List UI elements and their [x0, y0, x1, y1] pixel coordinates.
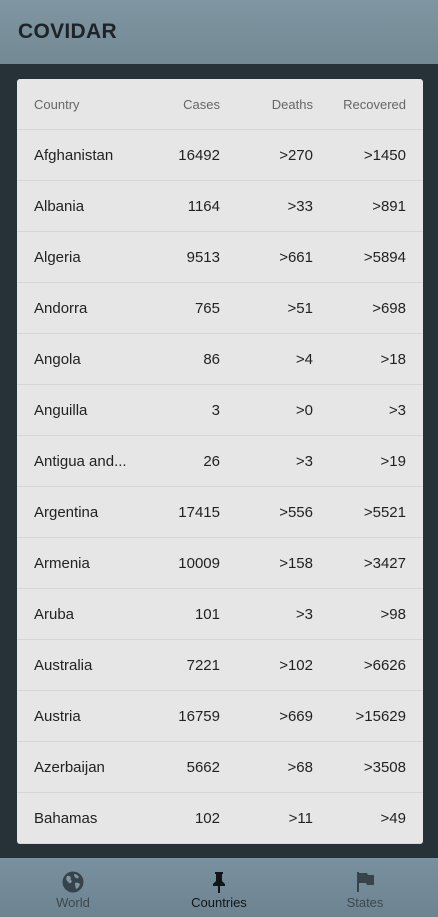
- nav-states-label: States: [346, 895, 384, 910]
- recovered-cell: >698: [372, 300, 406, 317]
- pin-icon: [213, 872, 225, 893]
- cases-cell: 9513: [186, 249, 220, 266]
- table-row[interactable]: Afghanistan 16492 >270 >1450: [17, 130, 423, 181]
- flag-icon: [357, 872, 374, 892]
- countries-table: Country Cases Deaths Recovered Afghanist…: [17, 79, 423, 844]
- recovered-cell: >5521: [363, 504, 406, 521]
- recovered-cell: >5894: [363, 249, 406, 266]
- deaths-cell: >669: [279, 708, 313, 725]
- deaths-cell: >0: [295, 402, 313, 419]
- recovered-cell: >3508: [363, 759, 406, 776]
- nav-states[interactable]: States: [292, 858, 438, 917]
- header-country[interactable]: Country: [34, 97, 80, 112]
- table-row[interactable]: Argentina 17415 >556 >5521: [17, 487, 423, 538]
- table-row[interactable]: Austria 16759 >669 >15629: [17, 691, 423, 742]
- table-row[interactable]: Bahamas 102 >11 >49: [17, 793, 423, 844]
- table-row[interactable]: Anguilla 3 >0 >3: [17, 385, 423, 436]
- header-cases[interactable]: Cases: [183, 97, 220, 112]
- cases-cell: 10009: [178, 555, 220, 572]
- deaths-cell: >51: [287, 300, 313, 317]
- header-recovered[interactable]: Recovered: [343, 97, 406, 112]
- recovered-cell: >3427: [363, 555, 406, 572]
- country-cell: Aruba: [34, 606, 75, 623]
- cases-cell: 7221: [186, 657, 220, 674]
- recovered-cell: >1450: [363, 147, 406, 164]
- cases-cell: 1164: [187, 198, 220, 215]
- recovered-cell: >15629: [355, 708, 406, 725]
- recovered-cell: >98: [380, 606, 406, 623]
- country-cell: Algeria: [34, 249, 81, 266]
- table-row[interactable]: Algeria 9513 >661 >5894: [17, 232, 423, 283]
- bottom-navigation: World Countries States: [0, 858, 438, 917]
- country-cell: Austria: [34, 708, 81, 725]
- cases-cell: 16492: [178, 147, 220, 164]
- country-cell: Afghanistan: [34, 147, 114, 164]
- country-cell: Bahamas: [34, 810, 98, 827]
- table-row[interactable]: Aruba 101 >3 >98: [17, 589, 423, 640]
- recovered-cell: >3: [388, 402, 406, 419]
- recovered-cell: >18: [380, 351, 406, 368]
- table-row[interactable]: Angola 86 >4 >18: [17, 334, 423, 385]
- table-row[interactable]: Australia 7221 >102 >6626: [17, 640, 423, 691]
- cases-cell: 17415: [178, 504, 220, 521]
- deaths-cell: >102: [279, 657, 313, 674]
- app-bar: COVIDAR: [0, 0, 438, 64]
- cases-cell: 101: [194, 606, 220, 623]
- deaths-cell: >270: [279, 147, 313, 164]
- cases-cell: 86: [203, 351, 220, 368]
- country-cell: Andorra: [34, 300, 88, 317]
- deaths-cell: >556: [279, 504, 313, 521]
- nav-world-label: World: [56, 895, 90, 910]
- deaths-cell: >661: [279, 249, 313, 266]
- country-cell: Albania: [34, 198, 85, 215]
- cases-cell: 16759: [178, 708, 220, 725]
- table-row[interactable]: Armenia 10009 >158 >3427: [17, 538, 423, 589]
- deaths-cell: >3: [295, 606, 313, 623]
- deaths-cell: >68: [287, 759, 313, 776]
- deaths-cell: >11: [288, 810, 313, 827]
- nav-countries[interactable]: Countries: [146, 858, 292, 917]
- country-cell: Antigua and...: [34, 453, 127, 470]
- app-title: COVIDAR: [18, 20, 117, 43]
- cases-cell: 3: [211, 402, 220, 419]
- recovered-cell: >19: [380, 453, 406, 470]
- globe-icon: [62, 871, 84, 893]
- table-row[interactable]: Andorra 765 >51 >698: [17, 283, 423, 334]
- table-row[interactable]: Azerbaijan 5662 >68 >3508: [17, 742, 423, 793]
- country-cell: Armenia: [34, 555, 90, 572]
- recovered-cell: >6626: [363, 657, 406, 674]
- table-header: Country Cases Deaths Recovered: [17, 79, 423, 130]
- recovered-cell: >891: [372, 198, 406, 215]
- country-cell: Angola: [34, 351, 81, 368]
- country-cell: Azerbaijan: [34, 759, 105, 776]
- country-cell: Anguilla: [34, 402, 88, 419]
- country-cell: Australia: [34, 657, 93, 674]
- country-cell: Argentina: [34, 504, 99, 521]
- table-row[interactable]: Antigua and... 26 >3 >19: [17, 436, 423, 487]
- nav-world[interactable]: World: [0, 858, 146, 917]
- deaths-cell: >3: [295, 453, 313, 470]
- deaths-cell: >158: [279, 555, 313, 572]
- deaths-cell: >4: [295, 351, 313, 368]
- cases-cell: 26: [203, 453, 220, 470]
- deaths-cell: >33: [287, 198, 313, 215]
- recovered-cell: >49: [380, 810, 406, 827]
- cases-cell: 5662: [186, 759, 220, 776]
- nav-countries-label: Countries: [191, 895, 247, 910]
- cases-cell: 102: [194, 810, 220, 827]
- header-deaths[interactable]: Deaths: [271, 97, 313, 112]
- cases-cell: 765: [194, 300, 220, 317]
- table-row[interactable]: Albania 1164 >33 >891: [17, 181, 423, 232]
